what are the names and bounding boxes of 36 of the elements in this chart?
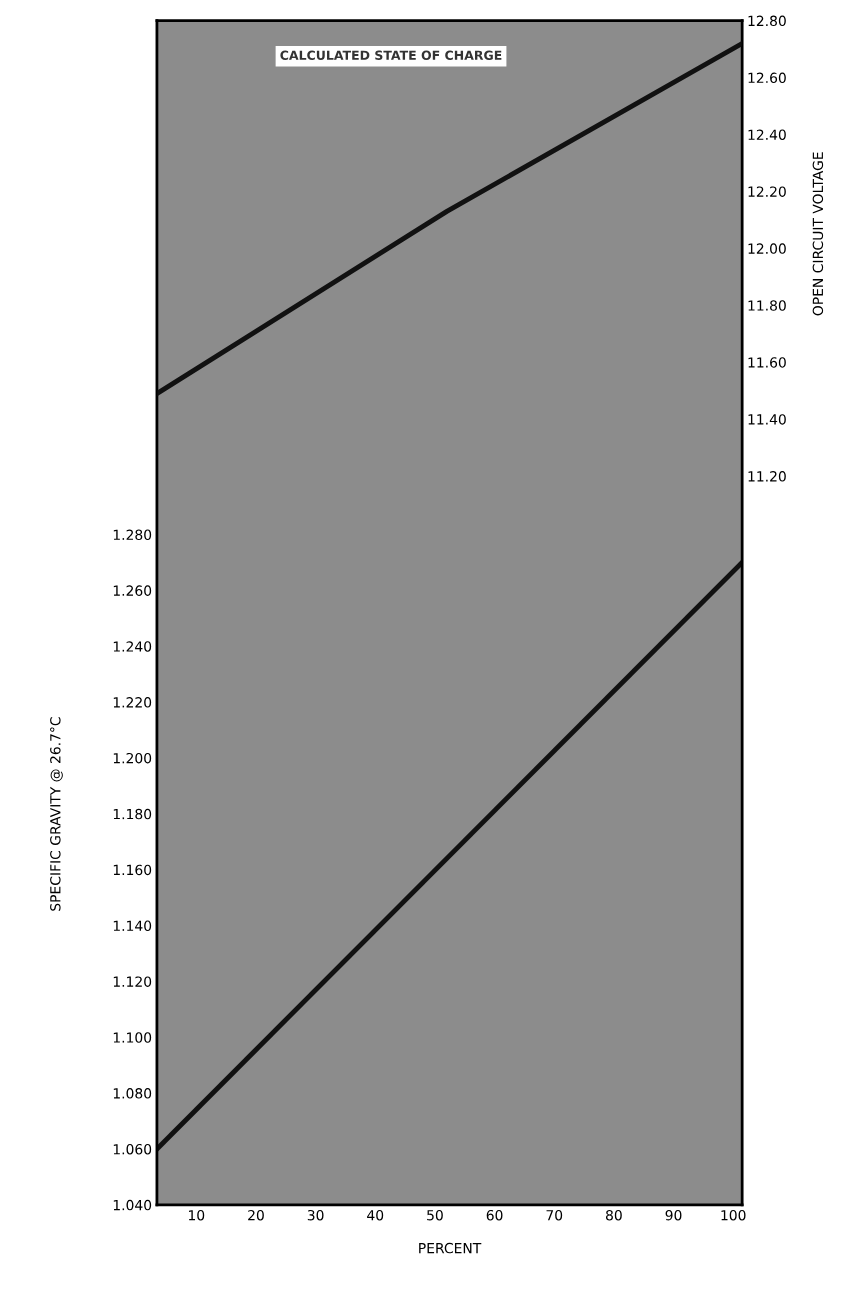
y2-tick-label: 12.00 [748,243,786,254]
x-axis-title: PERCENT [419,1242,482,1254]
y-tick-label: 1.160 [113,864,152,876]
x-tick-label: 60 [486,1209,503,1221]
y2-axis-title: OPEN CIRCUIT VOLTAGE [812,152,824,316]
y2-tick-label: 12.20 [748,186,786,197]
y-tick-label: 1.260 [113,585,152,596]
y-tick-label: 1.220 [113,697,152,708]
y-tick-label: 1.240 [113,641,152,652]
y-tick-label: 1.120 [113,976,152,987]
y-tick-label: 1.140 [113,920,152,932]
y2-tick-label: 11.40 [748,414,786,425]
x-tick-label: 40 [367,1209,384,1221]
y-axis-title: SPECIFIC GRAVITY @ 26.7°C [50,717,63,911]
x-tick-label: 90 [665,1209,682,1221]
y2-tick-label: 11.80 [748,300,786,311]
x-tick-label: 20 [248,1209,264,1221]
y2-tick-label: 12.40 [748,129,786,140]
x-tick-label: 70 [546,1209,563,1221]
y-tick-label: 1.060 [113,1143,152,1155]
y2-tick-label: 12.80 [748,15,786,27]
y2-tick-label: 12.60 [748,72,786,84]
x-tick-label: 30 [307,1209,324,1221]
y-tick-label: 1.100 [113,1032,152,1043]
y-tick-label: 1.200 [113,752,152,764]
y-tick-label: 1.280 [113,529,152,541]
y-tick-label: 1.080 [113,1088,152,1099]
text: CALCULATED STATE OF CHARGE [280,50,502,60]
x-tick-label: 50 [427,1209,443,1221]
x-tick-label: 100 [721,1209,746,1221]
y-tick-label: 1.040 [113,1199,152,1211]
y2-tick-label: 11.60 [748,357,786,368]
y2-tick-label: 11.20 [748,471,786,482]
x-tick-label: 80 [606,1209,622,1221]
x-tick-label: 10 [188,1209,205,1221]
y-tick-label: 1.180 [113,808,152,820]
